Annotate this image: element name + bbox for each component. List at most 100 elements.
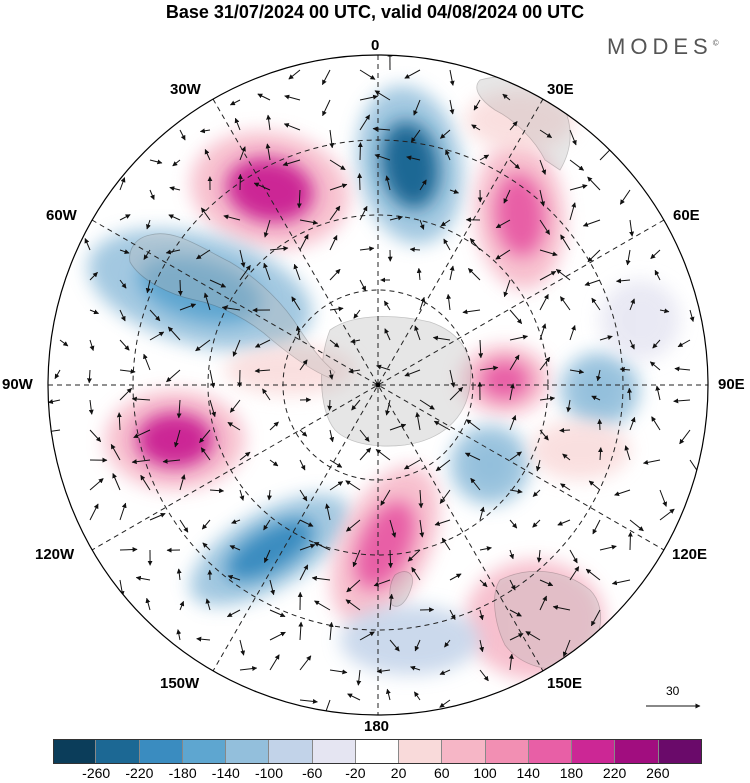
wind-vector [673,398,691,404]
wind-vector [176,568,182,581]
wind-vector [149,512,166,521]
wind-vector [503,189,511,204]
wind-vector [449,189,459,194]
wind-vector [599,335,613,341]
wind-vector [329,159,346,171]
wind-vector [479,365,499,371]
wind-vector [328,369,334,380]
colorbar-tick-label: -260 [82,765,111,781]
lon-label-180: 180 [364,718,390,735]
wind-vector [652,339,661,349]
wind-vector [509,519,518,529]
wind-vector [539,429,549,441]
wind-vector [86,369,92,384]
wind-vector [179,474,186,491]
wind-vector [445,149,451,161]
wind-vector [562,639,571,657]
wind-vector [473,99,481,111]
colorbar-tick-label: -220 [125,765,154,781]
wind-vector [569,129,577,146]
wind-vector [539,396,556,402]
wind-vector [322,99,331,117]
wind-vector [410,129,421,143]
wind-vector [479,506,485,521]
wind-vector [239,264,251,281]
wind-vector [539,323,547,341]
wind-vector [177,279,183,296]
wind-vector [205,598,211,611]
wind-vector [404,369,421,377]
wind-vector [560,483,571,491]
wind-vector [269,459,279,467]
colorbar-segment [399,739,443,763]
wind-vector [231,519,241,524]
brand-logo: MODES© [607,34,719,60]
wind-vector [329,429,335,443]
wind-vector [119,368,136,374]
wind-vector [674,366,691,372]
wind-vector [557,519,571,526]
wind-vector [569,566,580,581]
south-pole-marker [375,382,381,388]
wind-vector [257,93,271,101]
wind-vector [611,579,631,586]
wind-vector [479,669,489,682]
wind-vector [440,219,451,227]
wind-vector [202,542,211,551]
wind-vector [226,609,241,618]
wind-vector [119,339,130,351]
wind-vector [311,575,331,581]
wind-vector [385,399,391,416]
wind-vector [176,629,182,641]
wind-vector [133,429,151,439]
wind-vector [509,451,522,461]
wind-vector [478,339,484,359]
lon-label-30e: 30E [547,81,574,98]
wind-vector [619,367,631,373]
wind-vector [165,249,181,255]
wind-vector [359,94,379,101]
wind-vector [48,399,61,404]
wind-vector [143,353,151,371]
wind-vector [179,129,186,141]
wind-vector [582,219,601,227]
wind-vector [539,356,551,371]
wind-vector [444,639,451,648]
wind-vector [509,121,518,131]
wind-vector [295,325,301,341]
colorbar-segment [139,739,183,763]
wind-vector [592,519,601,535]
wind-vector [469,238,481,251]
wind-vector [409,247,421,253]
wind-vector [375,449,391,461]
wind-vector [495,219,511,229]
wind-vector [299,655,312,671]
wind-vector [374,90,391,101]
wind-vector [374,153,391,161]
wind-vector [619,189,631,205]
colorbar-segment [528,739,573,763]
wind-vector [179,519,189,533]
wind-vector [131,396,151,402]
lon-label-150e: 150E [547,675,583,692]
wind-vector [348,368,361,374]
wind-vector [266,114,272,131]
wind-vector [539,293,549,311]
anomaly-blob [560,352,640,428]
wind-vector [659,308,670,314]
wind-vector [356,669,362,686]
wind-vector [410,665,421,671]
anomaly-blob [600,280,680,360]
wind-vector [329,481,344,491]
wind-vector [655,385,661,401]
colorbar-segment [615,739,659,763]
wind-vector [346,579,361,593]
wind-vector [383,300,391,311]
wind-vector [352,549,361,568]
wind-vector [569,325,576,341]
colorbar-tick-label: 260 [646,765,670,781]
wind-vector [299,429,308,437]
anomaly-blob [356,85,464,245]
wind-vector [509,633,524,641]
wind-vector [376,364,391,371]
